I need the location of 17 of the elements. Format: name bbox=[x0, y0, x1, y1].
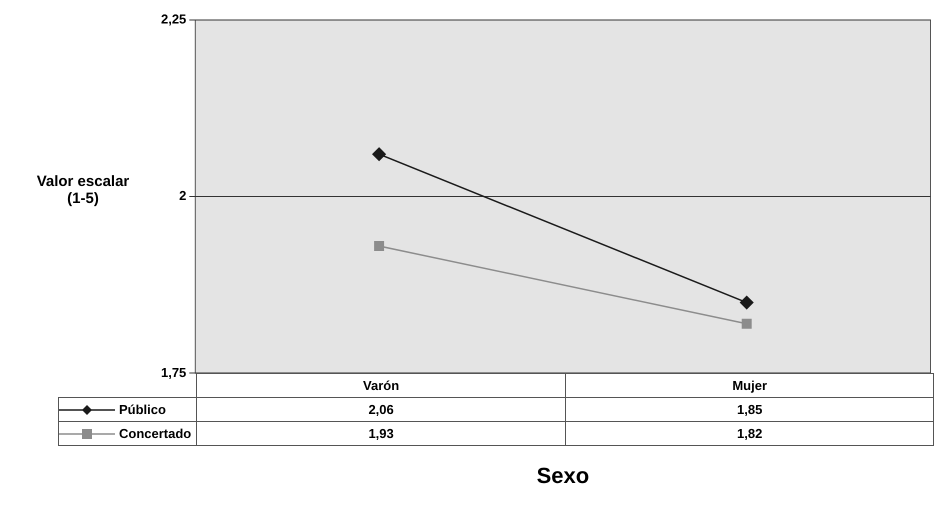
y-tick-label: 1,75 bbox=[160, 364, 186, 380]
legend-label: Público bbox=[58, 398, 197, 422]
point bbox=[372, 147, 386, 161]
y-tick-label: 2,25 bbox=[160, 12, 186, 27]
y-axis-title: Valor escalar (1-5) bbox=[36, 172, 130, 207]
data-label: 1,82 bbox=[565, 422, 934, 446]
x-axis-title: Sexo bbox=[536, 463, 590, 490]
data-label: 1,93 bbox=[196, 422, 566, 446]
point bbox=[374, 241, 384, 252]
point bbox=[742, 318, 752, 329]
legend-label: Concertado bbox=[58, 422, 197, 446]
point bbox=[740, 296, 754, 310]
y-tick-label: 2 bbox=[179, 188, 186, 204]
x-tick-label: Varón bbox=[196, 374, 566, 398]
data-label: 1,85 bbox=[565, 398, 934, 422]
x-tick-label: Mujer bbox=[565, 374, 934, 398]
data-label: 2,06 bbox=[196, 398, 566, 422]
